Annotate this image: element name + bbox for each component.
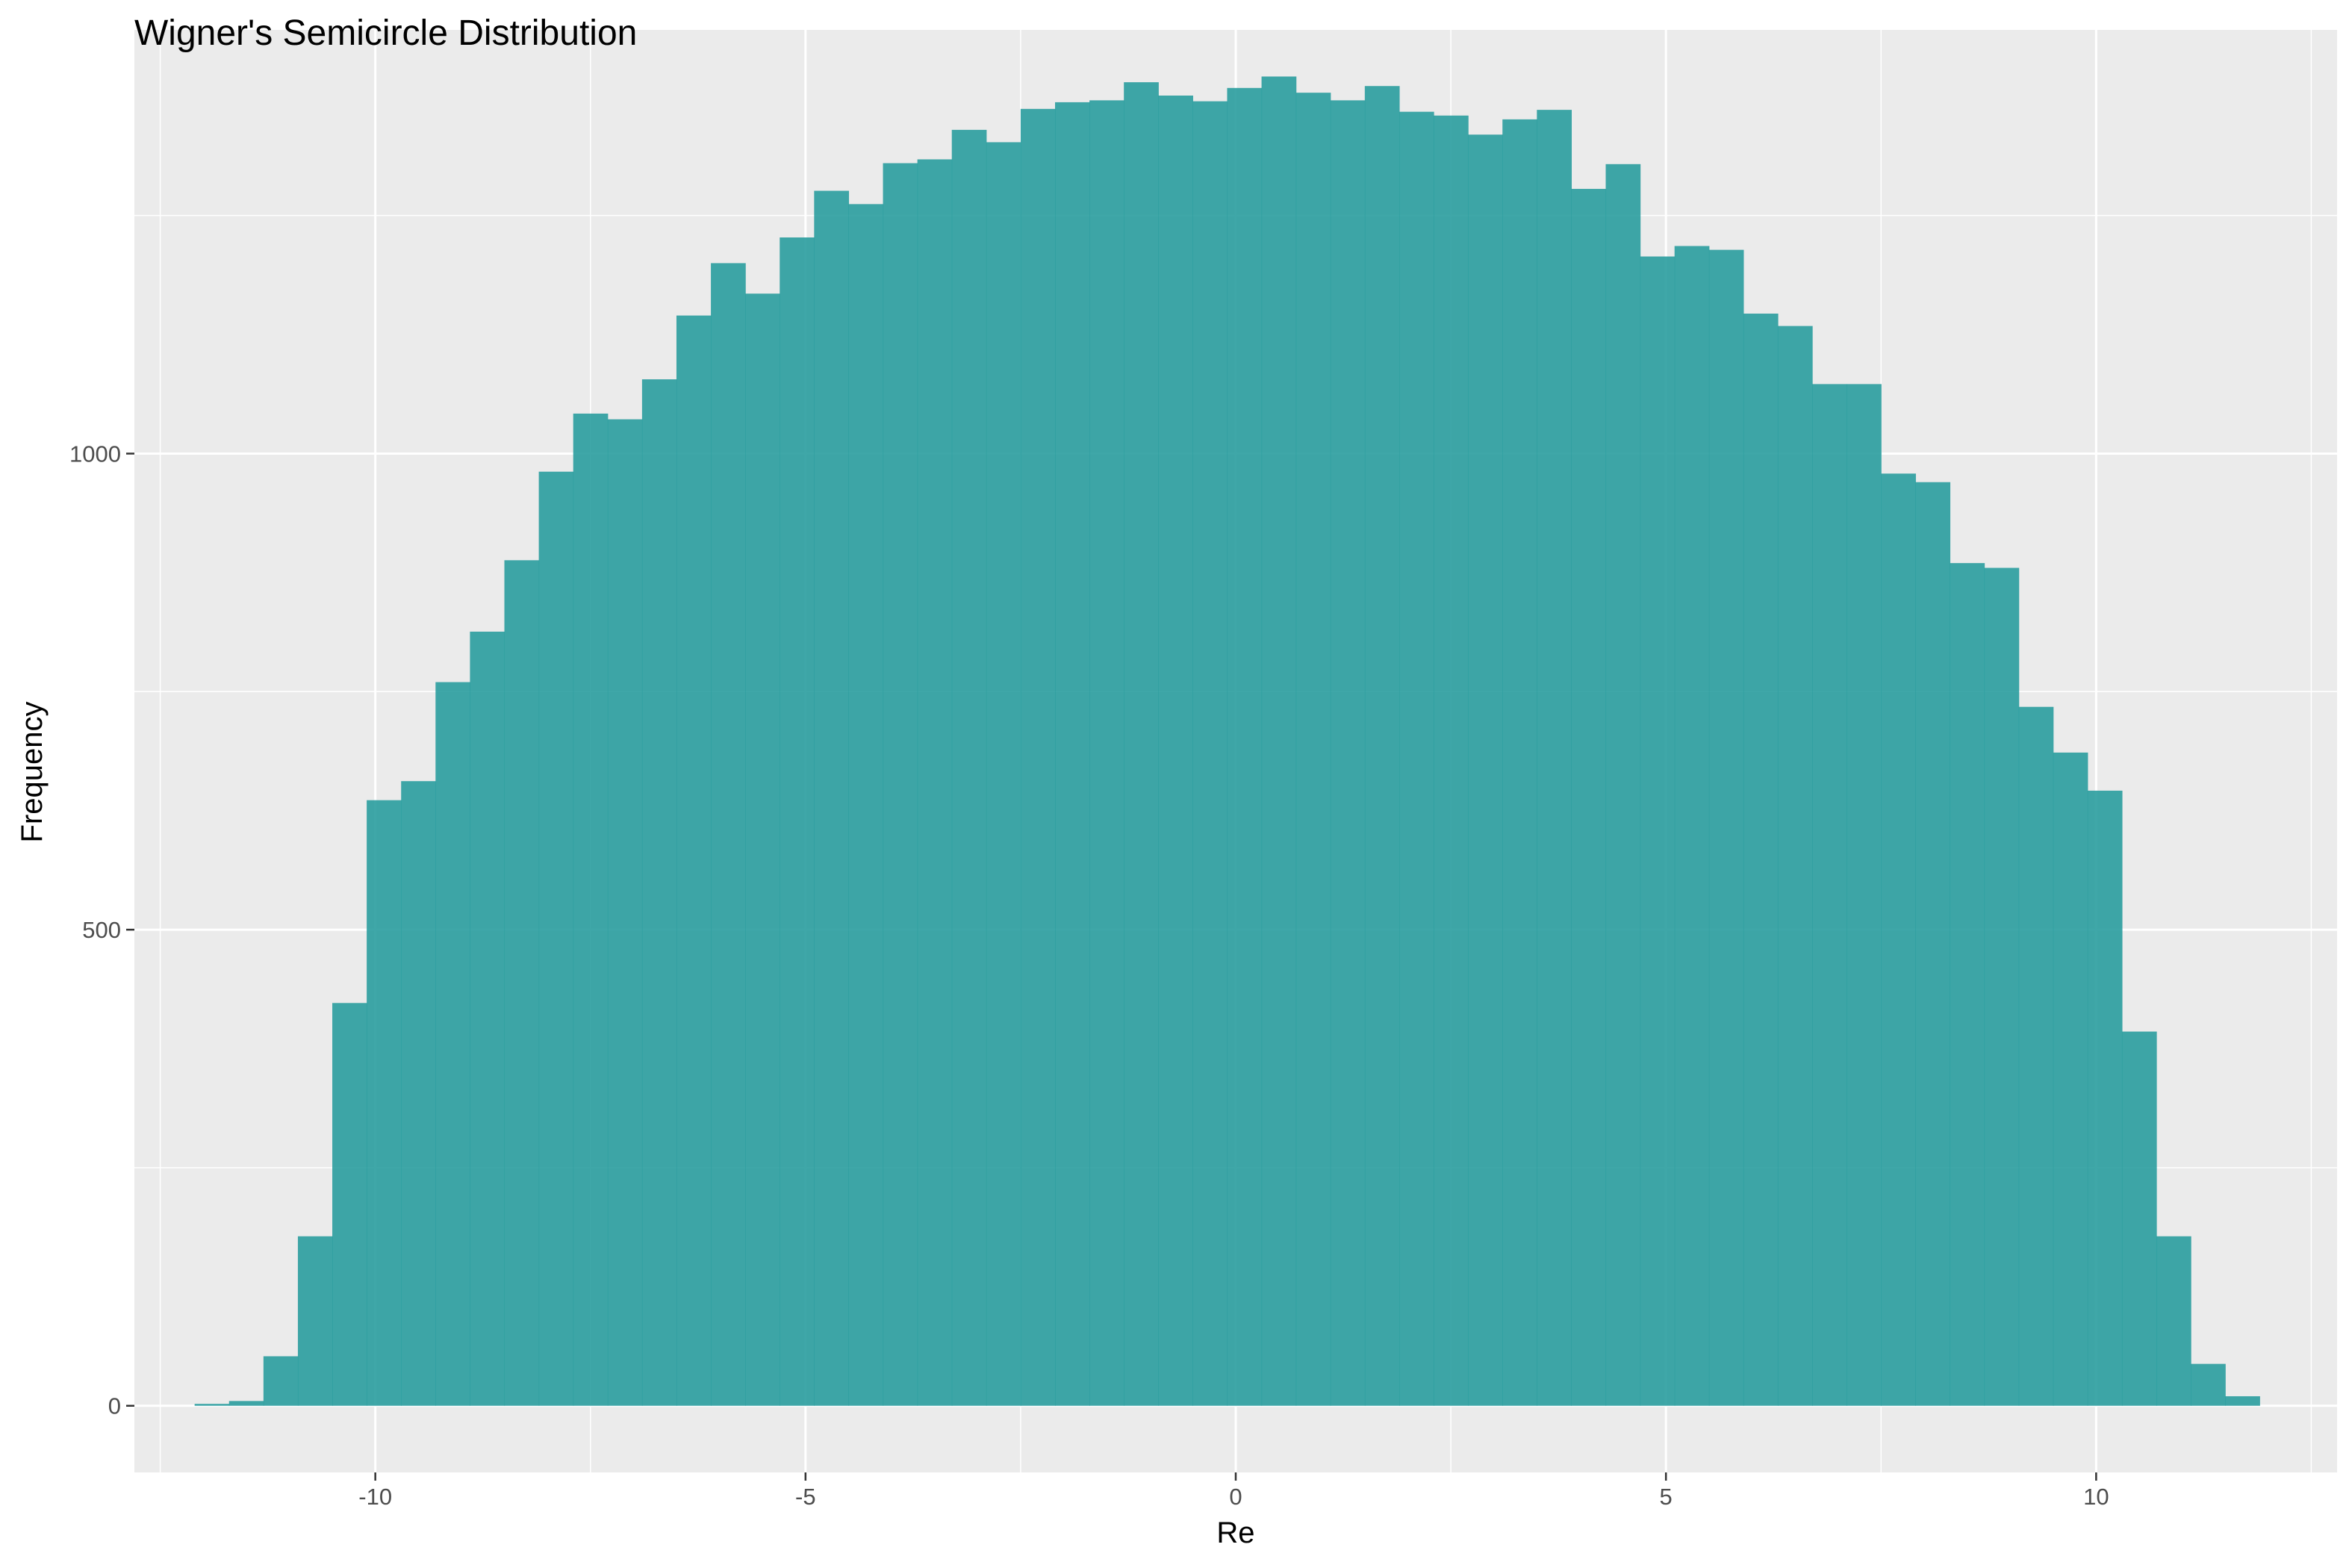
histogram-bar — [228, 1401, 264, 1406]
x-tick-label: -10 — [358, 1484, 392, 1510]
y-axis-ticks: 0 500 1000 — [69, 441, 134, 1419]
histogram-bar — [1020, 108, 1056, 1406]
histogram-bar — [1089, 100, 1124, 1406]
histogram-bar — [1158, 95, 1193, 1406]
histogram-bar — [332, 1003, 367, 1406]
histogram-bars — [194, 76, 2260, 1406]
histogram-bar — [848, 204, 884, 1406]
y-tick-label: 500 — [82, 917, 121, 943]
histogram-bar — [435, 682, 471, 1406]
histogram-bar — [1915, 482, 1951, 1406]
histogram-bar — [883, 163, 918, 1406]
x-axis-title: Re — [1216, 1516, 1254, 1549]
histogram-bar — [1708, 249, 1744, 1406]
histogram-bar — [780, 237, 815, 1406]
histogram-bar — [1227, 87, 1263, 1406]
histogram-bar — [2156, 1236, 2191, 1406]
histogram-bar — [1640, 256, 1676, 1406]
histogram-bar — [367, 800, 402, 1406]
chart-title: Wigner's Semicircle Distribution — [134, 13, 637, 53]
histogram-bar — [1950, 563, 1985, 1406]
histogram-bar — [1330, 100, 1366, 1406]
histogram-bar — [470, 631, 505, 1406]
histogram-bar — [297, 1236, 333, 1406]
histogram-bar — [573, 413, 609, 1406]
histogram-bar — [986, 142, 1021, 1406]
histogram-bar — [2087, 790, 2123, 1406]
histogram-bar — [2053, 752, 2088, 1406]
histogram-bar — [401, 781, 436, 1406]
x-tick-label: 5 — [1660, 1484, 1673, 1510]
histogram-bar — [1399, 111, 1434, 1406]
x-axis-ticks: -10 -5 0 5 10 — [358, 1472, 2109, 1510]
histogram-bar — [951, 129, 987, 1406]
y-axis-title: Frequency — [16, 702, 49, 843]
histogram-bar — [1881, 473, 1916, 1406]
histogram-bar — [1192, 101, 1228, 1406]
histogram-bar — [1434, 115, 1469, 1406]
x-tick-label: 0 — [1229, 1484, 1242, 1510]
histogram-bar — [1847, 384, 1882, 1406]
histogram-bar — [2018, 706, 2054, 1406]
histogram-bar — [2121, 1031, 2157, 1406]
histogram-bar — [1571, 188, 1607, 1406]
histogram-bar — [1605, 164, 1641, 1406]
histogram-bar — [2225, 1396, 2260, 1406]
histogram-bar — [676, 315, 712, 1406]
x-tick-label: 10 — [2083, 1484, 2109, 1510]
y-tick-label: 1000 — [69, 441, 121, 467]
y-tick-label: 0 — [108, 1393, 121, 1419]
x-tick-label: -5 — [795, 1484, 816, 1510]
histogram-bar — [1124, 82, 1159, 1406]
histogram-bar — [1295, 93, 1331, 1406]
histogram-bar — [1502, 119, 1537, 1406]
histogram-bar — [814, 190, 850, 1406]
histogram-bar — [1261, 76, 1297, 1406]
histogram-bar — [745, 293, 780, 1406]
histogram-bar — [641, 379, 677, 1406]
histogram-bar — [538, 471, 574, 1406]
histogram-bar — [1812, 384, 1847, 1406]
histogram-bar — [1364, 86, 1400, 1406]
histogram-bar — [1674, 246, 1710, 1406]
histogram-bar — [1468, 134, 1503, 1406]
histogram-bar — [711, 263, 746, 1406]
histogram-bar — [194, 1404, 230, 1406]
histogram-bar — [1055, 102, 1090, 1406]
histogram-bar — [1777, 326, 1813, 1406]
histogram-bar — [917, 159, 953, 1406]
histogram-bar — [2191, 1363, 2226, 1406]
histogram-bar — [1743, 314, 1779, 1406]
histogram-bar — [607, 419, 643, 1406]
histogram-bar — [263, 1356, 299, 1406]
histogram-bar — [1537, 110, 1572, 1406]
histogram-bar — [1984, 567, 2020, 1406]
histogram-bar — [504, 560, 540, 1406]
